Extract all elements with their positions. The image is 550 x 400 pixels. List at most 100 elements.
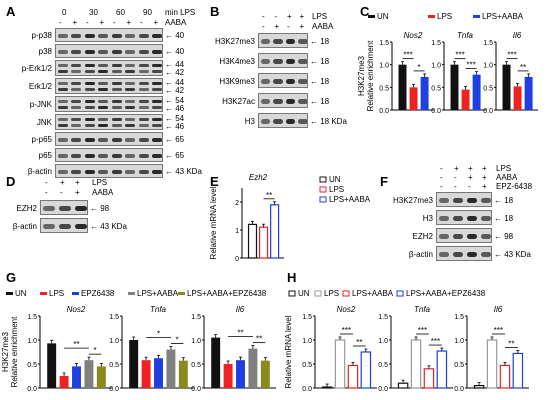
blot-band [285, 98, 295, 105]
aaba-sign: + [126, 18, 132, 27]
blot-band [138, 70, 149, 74]
lps-sign: - [45, 178, 48, 187]
bar [270, 204, 280, 259]
blot-band [71, 64, 82, 68]
significance-label: *** [494, 326, 503, 335]
bar [512, 352, 524, 389]
y-tick-label: 1.0 [454, 338, 464, 345]
blot-band [152, 70, 162, 74]
blot-band [71, 82, 82, 86]
bar [436, 350, 448, 389]
blot-strip [436, 228, 492, 243]
blot-band [74, 205, 87, 212]
blot-band [138, 118, 149, 122]
blot-band [84, 82, 95, 86]
blot-band [98, 137, 109, 143]
y-tick-label: 0.5 [302, 362, 312, 369]
lps-sign: + [287, 12, 292, 21]
legend-swatch [128, 292, 135, 295]
blot-band [125, 70, 136, 74]
kda-marker: ← 43 KDa [165, 167, 202, 176]
bar [524, 76, 533, 110]
y-tick-label: 0 [235, 256, 239, 263]
blot-band [285, 118, 295, 125]
y-axis-label: H3K27me3 [358, 55, 366, 96]
bar [47, 343, 57, 388]
blot-band [125, 33, 136, 39]
aaba-label: AABA [165, 18, 187, 27]
bar [248, 348, 258, 388]
blot-band [111, 64, 122, 68]
kda-marker: ← 54 [165, 114, 185, 123]
blot-band [138, 153, 149, 159]
kda-marker: ← 40 [165, 47, 185, 56]
blot-band [138, 100, 149, 104]
legend-label: LPS [324, 289, 339, 298]
y-axis-label: Relative mRNA level [285, 315, 293, 388]
y-tick-label: 0.0 [379, 108, 389, 115]
blot-strip [55, 60, 163, 76]
y-tick-label: 1 [235, 228, 239, 235]
epz-sign: - [468, 182, 471, 191]
group-title: Nos2 [67, 305, 86, 314]
blot-band [260, 98, 270, 105]
group-title: Nos2 [337, 305, 356, 314]
y-tick-label: 0.0 [109, 386, 119, 393]
kda-marker: ← 44 [165, 60, 185, 69]
blot-band [57, 49, 68, 55]
blot-band [111, 106, 122, 110]
blot-band [84, 106, 95, 110]
y-axis-label: Relative enrichment [10, 316, 19, 387]
blot-band [138, 49, 149, 55]
lps-sign: + [454, 164, 459, 173]
y-tick-label: 1.5 [109, 314, 119, 321]
timepoint-label: 60 [116, 8, 125, 17]
aaba-sign: + [99, 18, 105, 27]
blot-band [111, 88, 122, 92]
kda-marker: ← 18 [310, 37, 330, 46]
blot-band [466, 233, 478, 240]
aaba-sign: - [440, 173, 443, 182]
blot-row-label: p65 [38, 151, 52, 160]
bar [154, 358, 163, 388]
blot-band [152, 137, 162, 143]
blot-band [111, 153, 122, 159]
y-tick-label: 0.5 [191, 362, 201, 369]
blot-band [438, 215, 450, 222]
bar [409, 87, 418, 110]
panel-g-bar-chart: UN LPS EPZ6438 LPS+AABA LPS+AABA+EPZ6438 H3K2… [1, 289, 276, 393]
blot-band [58, 205, 72, 212]
blot-band [125, 153, 136, 159]
blot-band [98, 153, 109, 159]
blot-band [42, 223, 56, 230]
legend-label: LPS+AABA [482, 12, 524, 21]
blot-band [84, 70, 95, 74]
blot-band [480, 197, 491, 204]
lps-sign: + [482, 164, 487, 173]
blot-band [57, 70, 68, 74]
blot-band [111, 82, 122, 86]
blot-band [273, 38, 283, 45]
blot-band [71, 106, 82, 110]
bar [129, 340, 139, 388]
kda-marker: ← 65 [165, 135, 185, 144]
legend-label: LPS+AABA+EPZ6438 [187, 289, 267, 298]
blot-band [98, 49, 109, 55]
blot-row-label: H3K27me3 [214, 37, 255, 46]
aaba-sign: + [299, 22, 305, 31]
group-title: Nos2 [404, 31, 423, 40]
kda-marker: ← 98 [494, 232, 514, 241]
bar [513, 86, 522, 110]
significance-label: ** [520, 63, 526, 72]
legend-swatch [428, 15, 435, 18]
blot-band [152, 169, 162, 175]
blot-band [438, 197, 450, 204]
blot-band [125, 88, 136, 92]
blot-row-label: H3 [244, 117, 255, 126]
y-tick-label: 0.5 [27, 362, 37, 369]
blot-row-label: JNK [36, 118, 52, 127]
bar [96, 366, 106, 388]
blot-band [71, 33, 82, 39]
blot-band [298, 58, 307, 65]
